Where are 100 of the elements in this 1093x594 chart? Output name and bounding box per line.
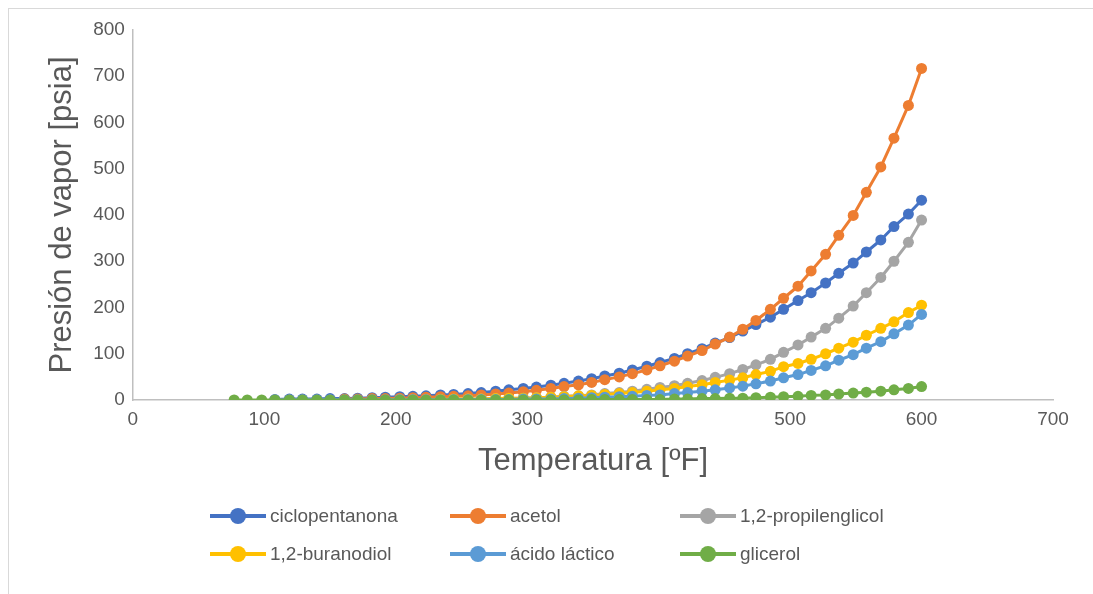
point [792, 357, 804, 369]
point [875, 322, 887, 334]
point [820, 322, 832, 334]
point [860, 246, 872, 258]
y-tick-label: 600 [93, 110, 125, 132]
y-tick-label: 800 [93, 18, 125, 40]
point [613, 371, 625, 383]
point [750, 359, 762, 371]
point [792, 295, 804, 307]
point [792, 369, 804, 381]
point [902, 208, 914, 220]
point [916, 308, 928, 320]
point [778, 361, 790, 373]
point [626, 368, 638, 380]
point [888, 384, 900, 396]
legend-label: glicerol [740, 543, 801, 565]
point [805, 353, 817, 365]
point [764, 353, 776, 365]
legend-label: acetol [510, 505, 561, 527]
point [641, 364, 653, 376]
point [833, 229, 845, 241]
point [750, 369, 762, 381]
point [888, 132, 900, 144]
point [792, 339, 804, 351]
point [599, 374, 611, 386]
point [833, 342, 845, 354]
point [847, 336, 859, 348]
x-tick-label: 100 [248, 407, 281, 429]
point [833, 312, 845, 324]
point [792, 280, 804, 292]
point [860, 329, 872, 341]
point [572, 379, 584, 391]
x-tick-label: 200 [379, 407, 412, 429]
point [916, 214, 928, 226]
point [833, 354, 845, 366]
point [860, 186, 872, 198]
y-tick-label: 400 [93, 203, 125, 225]
point [902, 236, 914, 248]
point [875, 336, 887, 348]
point [875, 234, 887, 246]
point [805, 389, 817, 400]
point [860, 386, 872, 398]
x-tick-label: 600 [905, 407, 938, 429]
point [724, 382, 736, 394]
x-tick-label: 400 [642, 407, 675, 429]
point [875, 271, 887, 283]
point [875, 161, 887, 173]
point [902, 319, 914, 331]
y-tick-label: 0 [114, 388, 125, 410]
point [778, 372, 790, 384]
y-tick-label: 300 [93, 249, 125, 271]
point [916, 299, 928, 311]
point [916, 381, 928, 393]
point [820, 348, 832, 360]
y-tick-label: 200 [93, 295, 125, 317]
point [792, 390, 804, 400]
x-tick-label: 300 [511, 407, 544, 429]
point [916, 194, 928, 206]
y-tick-label: 500 [93, 156, 125, 178]
point [888, 221, 900, 233]
point [902, 99, 914, 111]
point [902, 307, 914, 319]
point [820, 277, 832, 289]
point [847, 257, 859, 269]
legend-label: 1,2-propilenglicol [740, 505, 884, 527]
point [888, 328, 900, 340]
point [764, 375, 776, 387]
legend-label: ciclopentanona [270, 505, 398, 527]
x-tick-label: 500 [774, 407, 806, 429]
point [820, 389, 832, 400]
point [764, 391, 776, 400]
point [778, 346, 790, 358]
point [750, 314, 762, 326]
point [833, 388, 845, 400]
point [778, 303, 790, 315]
point [847, 209, 859, 221]
point [875, 385, 887, 397]
point [778, 292, 790, 304]
point [764, 303, 776, 315]
point [847, 387, 859, 399]
point [805, 265, 817, 277]
point [778, 391, 790, 400]
point [805, 364, 817, 376]
point [860, 342, 872, 354]
point [805, 331, 817, 343]
point [888, 316, 900, 328]
point [737, 380, 749, 392]
y-tick-label: 700 [93, 64, 125, 86]
point [805, 287, 817, 299]
point [764, 365, 776, 377]
y-tick-label: 100 [93, 341, 125, 363]
x-tick-label: 0 [127, 407, 139, 429]
legend-label: 1,2-buranodiol [270, 543, 392, 565]
x-tick-label: 700 [1037, 407, 1069, 429]
point [820, 248, 832, 260]
y-axis-title: Presión de vapor [psia] [43, 56, 79, 374]
point [833, 267, 845, 279]
point [847, 349, 859, 361]
point [916, 62, 928, 74]
point [847, 300, 859, 312]
